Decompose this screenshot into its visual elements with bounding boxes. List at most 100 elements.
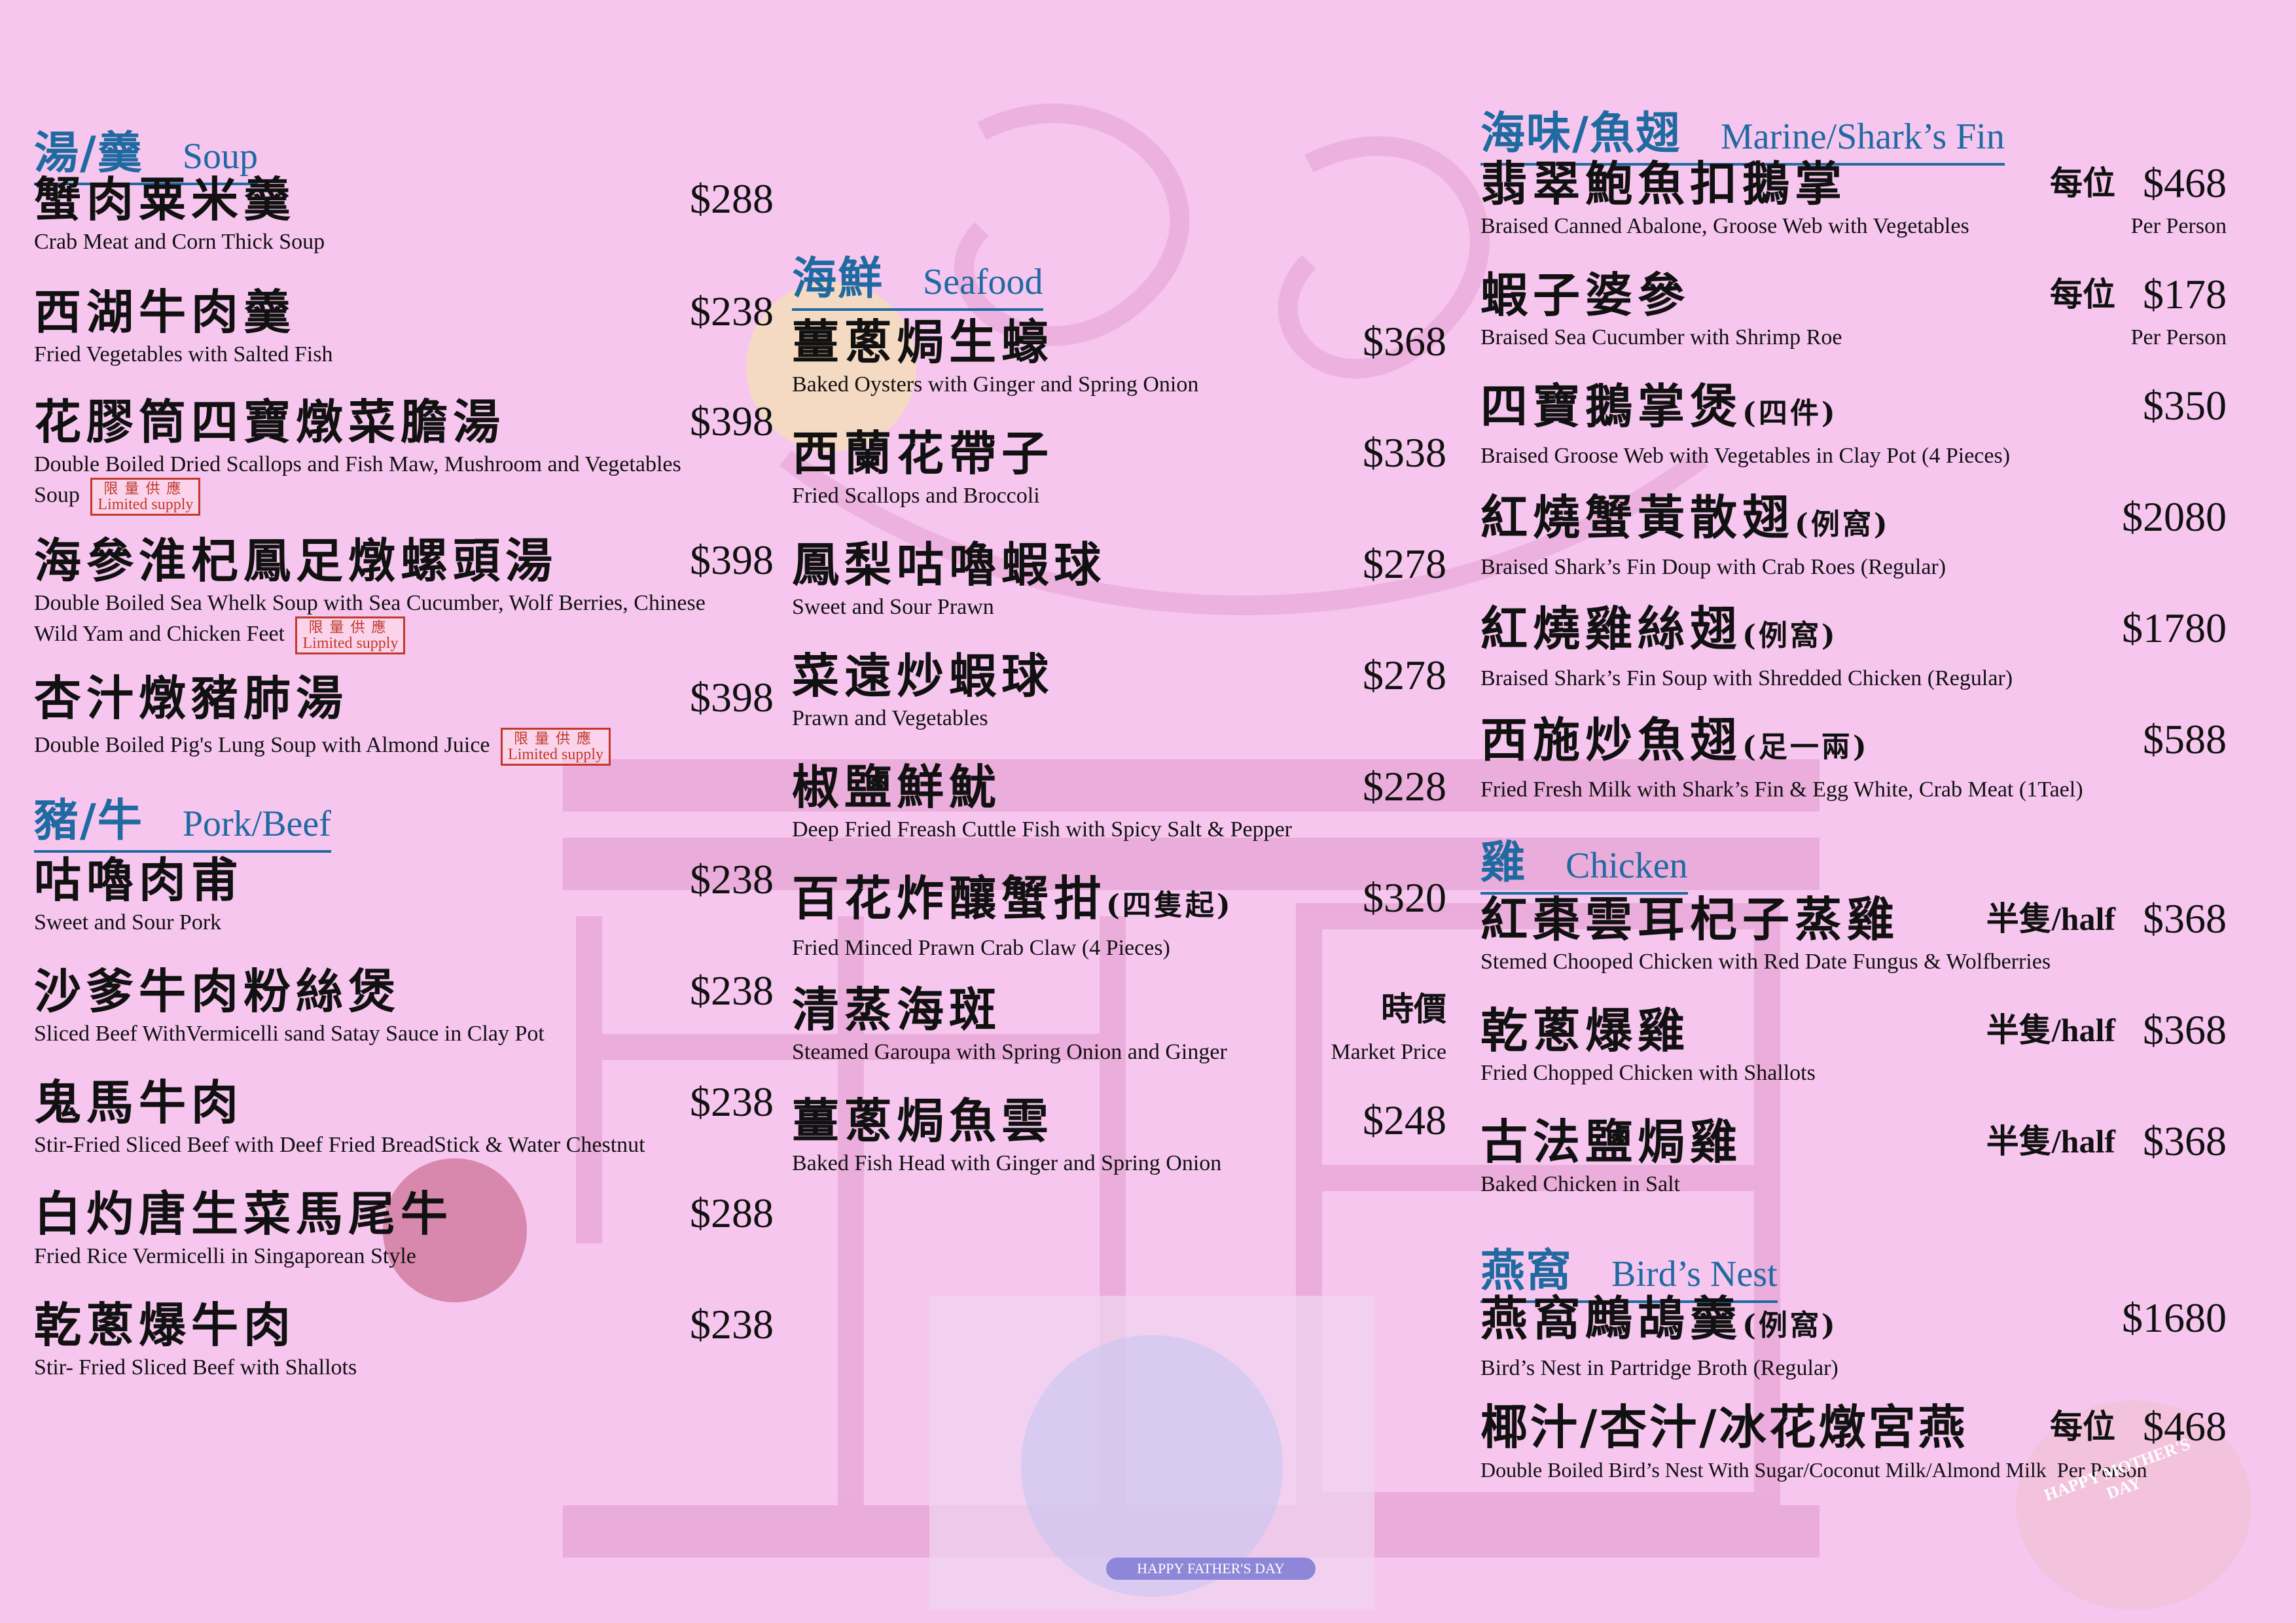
dish-name-zh: 海參淮杞鳳足燉螺頭湯 [34,533,558,588]
dish-unit: 半隻/half [1986,1012,2115,1048]
dish-unit-en: Per Person [2056,1458,2147,1482]
dish-price: $238 [690,967,774,1014]
menu-item: 蟹肉粟米羹 Crab Meat and Corn Thick Soup $288 [34,170,774,255]
dish-name-zh: 椰汁/杏汁/冰花燉宮燕 [1480,1399,1968,1455]
limited-supply-stamp: 限量供應 Limited supply [295,616,406,654]
menu-item: 百花炸釀蟹拑(四隻起) Fried Minced Prawn Crab Claw… [792,869,1446,961]
menu-item: 四寶鵝掌煲(四件) Braised Groose Web with Vegeta… [1480,377,2227,469]
dish-name-zh: 乾蔥爆雞 [1480,1003,1691,1058]
dish-name-en: Fried Vegetables with Salted Fish [34,342,333,366]
dish-name-zh: 四寶鵝掌煲(四件) [1480,378,1838,434]
dish-name-zh: 沙爹牛肉粉絲煲 [34,963,401,1019]
dish-name-zh: 鳳梨咕嚕蝦球 [792,537,1107,592]
menu-item: 乾蔥爆牛肉 Stir- Fried Sliced Beef with Shall… [34,1296,774,1381]
dish-name-zh: 咕嚕肉甫 [34,852,244,908]
dish-name-zh: 花膠筒四寶燉菜膽湯 [34,394,506,450]
menu-item: 西湖牛肉羹 Fried Vegetables with Salted Fish … [34,283,774,368]
dish-name-en: Fried Rice Vermicelli in Singaporean Sty… [34,1244,416,1268]
dish-name-en: Braised Sea Cucumber with Shrimp Roe [1480,325,1842,349]
dish-price: $320 [1363,874,1446,921]
dish-name-zh: 蝦子婆參 [1480,267,1691,323]
dish-name-zh: 薑蔥焗魚雲 [792,1093,1054,1149]
dish-name-zh: 紅棗雲耳杞子蒸雞 [1480,891,1900,947]
menu-item: 燕窩鷓鴣羹(例窩) Bird’s Nest in Partridge Broth… [1480,1289,2227,1382]
menu-item: 杏汁燉豬肺湯 Double Boiled Pig's Lung Soup wit… [34,669,774,766]
dish-price: $588 [2143,716,2227,762]
dish-name-en: Baked Fish Head with Ginger and Spring O… [792,1151,1222,1175]
dish-price: $398 [690,674,774,721]
dish-price: $288 [690,175,774,222]
dish-unit-en: Per Person [2130,325,2227,349]
dish-unit: 每位 [2050,1408,2115,1445]
dish-name-en: Fried Scallops and Broccoli [792,484,1040,508]
dish-price: $288 [690,1190,774,1236]
dish-name-zh: 古法鹽焗雞 [1480,1114,1743,1169]
dish-name-zh: 西蘭花帶子 [792,425,1054,481]
dish-name-en: Stir- Fried Sliced Beef with Shallots [34,1355,357,1380]
dish-price: $1680 [2122,1294,2227,1341]
dish-name-zh: 蟹肉粟米羹 [34,171,296,227]
dish-name-en: Braised Shark’s Fin Doup with Crab Roes … [1480,555,1946,579]
section-heading-pork-beef: 豬/牛 Pork/Beef [34,784,331,853]
dish-price: $278 [1363,652,1446,698]
dish-name-zh: 百花炸釀蟹拑(四隻起) [792,870,1233,926]
dish-name-en: Bird’s Nest in Partridge Broth (Regular) [1480,1356,1839,1380]
dish-price: $1780 [2122,605,2227,651]
menu-item: 紅燒雞絲翅(例窩) Braised Shark’s Fin Soup with … [1480,599,2227,692]
dish-name-en: Braised Groose Web with Vegetables in Cl… [1480,444,2011,468]
menu-item: 花膠筒四寶燉菜膽湯 Double Boiled Dried Scallops a… [34,393,774,516]
dish-note: (四隻起) [1106,889,1233,922]
dish-name-en: Fried Minced Prawn Crab Claw (4 Pieces) [792,936,1170,960]
menu-item: 翡翠鮑魚扣鵝掌 Braised Canned Abalone, Groose W… [1480,154,2227,240]
menu-item: 椒鹽鮮魷 Deep Fried Freash Cuttle Fish with … [792,758,1446,843]
dish-name-en: Stemed Chooped Chicken with Red Date Fun… [1480,950,2051,974]
menu-item: 椰汁/杏汁/冰花燉宮燕 Double Boiled Bird’s Nest Wi… [1480,1398,2227,1483]
dish-price: $178 [2143,271,2227,317]
dish-name-zh: 椒鹽鮮魷 [792,759,1002,815]
dish-price: $368 [2143,895,2227,942]
dish-name-zh: 燕窩鷓鴣羹(例窩) [1480,1291,1838,1346]
dish-price: $468 [2143,1403,2227,1450]
dish-name-zh: 杏汁燉豬肺湯 [34,670,349,726]
dish-name-zh: 西湖牛肉羹 [34,284,296,340]
section-title-en: Soup [182,136,258,177]
dish-name-en: Baked Chicken in Salt [1480,1172,1681,1196]
dish-name-zh: 薑蔥焗生蠔 [792,314,1054,370]
dish-price-en: Market Price [1331,1040,1446,1064]
fathers-day-badge: HAPPY FATHER'S DAY [1106,1558,1316,1580]
menu-item: 薑蔥焗魚雲 Baked Fish Head with Ginger and Sp… [792,1092,1446,1177]
menu-item: 薑蔥焗生蠔 Baked Oysters with Ginger and Spri… [792,313,1446,398]
dish-name-zh: 白灼唐生菜馬尾牛 [34,1186,454,1241]
dish-name-zh: 清蒸海斑 [792,982,1002,1037]
dish-price: $338 [1363,429,1446,476]
menu-item: 菜遠炒蝦球 Prawn and Vegetables $278 [792,647,1446,732]
menu-item: 鬼馬牛肉 Stir-Fried Sliced Beef with Deef Fr… [34,1073,774,1158]
dish-price: $228 [1363,763,1446,810]
dish-name-en: Double Boiled Pig's Lung Soup with Almon… [34,728,774,766]
menu-item: 古法鹽焗雞 Baked Chicken in Salt 半隻/half $368 [1480,1113,2227,1198]
menu-item: 紅棗雲耳杞子蒸雞 Stemed Chooped Chicken with Red… [1480,890,2227,975]
dish-name-en: Double Boiled Bird’s Nest With Sugar/Coc… [1480,1458,2147,1482]
section-heading-seafood: 海鮮 Seafood [792,242,1043,311]
section-heading-birds-nest: 燕窩 Bird’s Nest [1480,1234,1778,1303]
menu-item: 西施炒魚翅(足一兩) Fried Fresh Milk with Shark’s… [1480,711,2227,803]
dish-name-en: Fried Fresh Milk with Shark’s Fin & Egg … [1480,777,2083,802]
menu-item: 西蘭花帶子 Fried Scallops and Broccoli $338 [792,424,1446,509]
menu-item: 乾蔥爆雞 Fried Chopped Chicken with Shallots… [1480,1001,2227,1086]
dish-name-en: Baked Oysters with Ginger and Spring Oni… [792,372,1199,397]
menu-item: 白灼唐生菜馬尾牛 Fried Rice Vermicelli in Singap… [34,1185,774,1270]
dish-unit: 半隻/half [1986,901,2115,937]
dish-unit-en: Per Person [2130,214,2227,238]
dish-name-zh: 翡翠鮑魚扣鵝掌 [1480,156,1848,211]
dish-name-en: Sweet and Sour Pork [34,910,222,935]
dish-name-en: Fried Chopped Chicken with Shallots [1480,1061,1816,1085]
dish-name-zh: 鬼馬牛肉 [34,1075,244,1130]
dish-price: $238 [690,856,774,902]
dish-price: $368 [2143,1007,2227,1053]
dish-name-en: Stir-Fried Sliced Beef with Deef Fried B… [34,1133,645,1157]
dish-price: $368 [1363,318,1446,365]
dish-price: $238 [690,1301,774,1347]
dish-name-zh: 菜遠炒蝦球 [792,648,1054,704]
dish-name-en: Steamed Garoupa with Spring Onion and Gi… [792,1040,1227,1064]
section-heading-chicken: 雞 Chicken [1480,826,1688,895]
